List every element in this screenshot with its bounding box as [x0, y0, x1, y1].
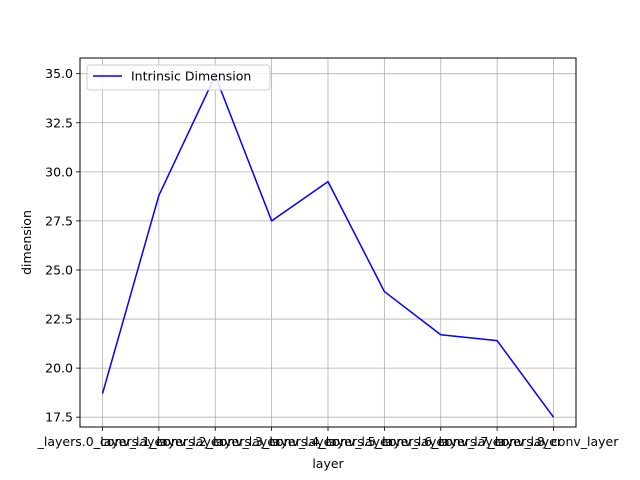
- x-axis-label: layer: [312, 456, 344, 471]
- y-tick-label: 22.5: [45, 312, 73, 327]
- x-tick-label: _layers.8_conv_layer: [488, 434, 620, 449]
- x-axis-ticks: _layers.0_conv_layer_layers.1_conv_layer…: [37, 427, 620, 449]
- y-tick-label: 25.0: [45, 262, 73, 277]
- y-axis-label: dimension: [19, 210, 34, 275]
- y-axis-ticks: 17.5 20.0 22.5 25.0 27.5 30.0 32.5 35.0: [45, 66, 80, 425]
- grid: [80, 58, 576, 427]
- y-tick-label: 17.5: [45, 410, 73, 425]
- x-tick-label: _layers.2_conv_layer: [149, 434, 281, 449]
- y-tick-label: 32.5: [45, 115, 73, 130]
- x-tick-label: _layers.1_conv_layer: [93, 434, 225, 449]
- y-tick-label: 20.0: [45, 361, 73, 376]
- x-tick-label: _layers.4_conv_layer: [262, 434, 394, 449]
- y-tick-label: 30.0: [45, 164, 73, 179]
- legend-box: [86, 64, 271, 91]
- x-tick-label: _layers.5_conv_layer: [319, 434, 451, 449]
- x-tick-label: _layers.0_conv_layer: [37, 434, 169, 449]
- x-tick-label: _layers.6_conv_layer: [375, 434, 507, 449]
- legend: Intrinsic Dimension: [86, 64, 271, 91]
- y-tick-label: 35.0: [45, 66, 73, 81]
- x-tick-label: _layers.7_conv_layer: [431, 434, 563, 449]
- legend-label: Intrinsic Dimension: [131, 69, 251, 84]
- x-tick-label: _layers.3_conv_layer: [206, 434, 338, 449]
- y-tick-label: 27.5: [45, 213, 73, 228]
